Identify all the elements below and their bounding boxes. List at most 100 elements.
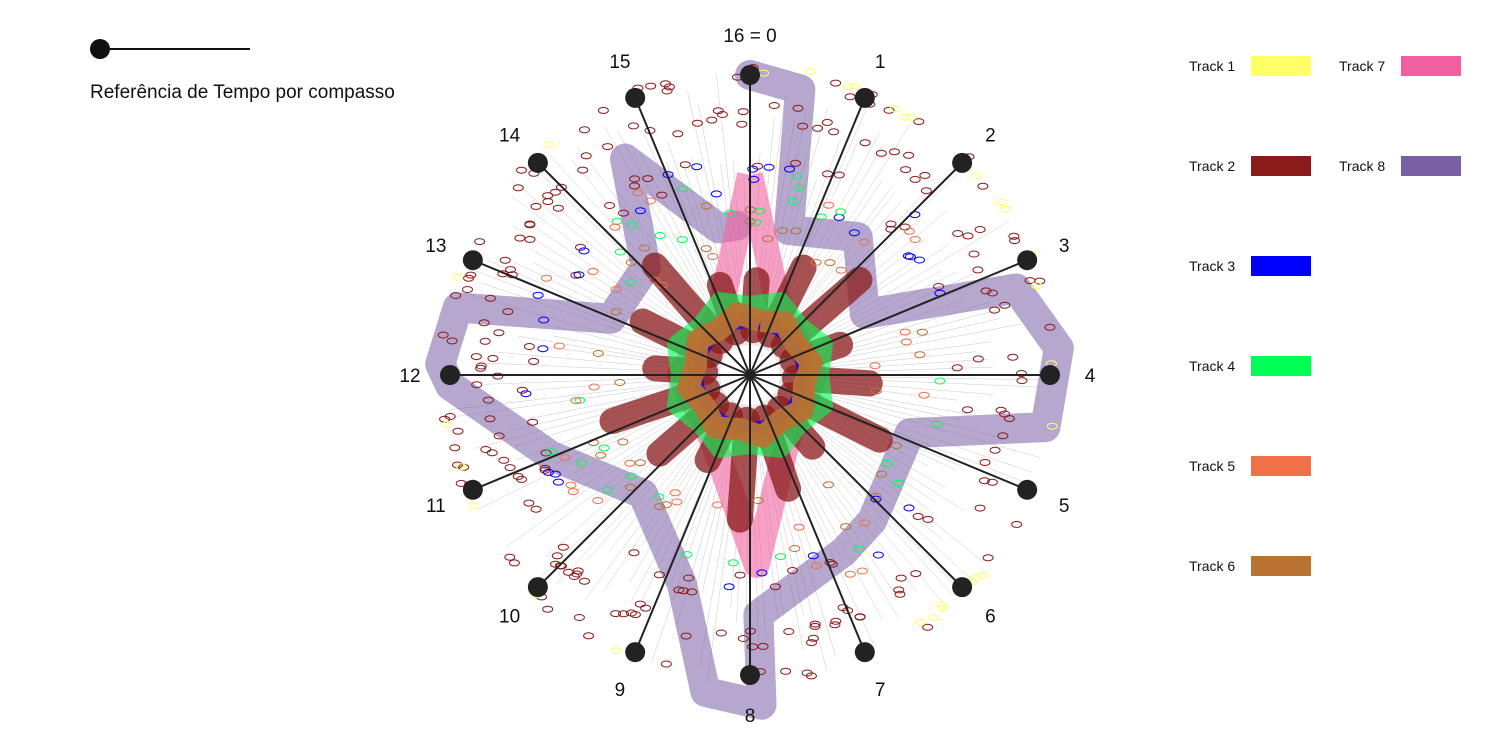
measure-node — [854, 642, 875, 663]
note-marker — [551, 552, 563, 560]
note-marker — [492, 372, 504, 380]
note-marker — [807, 634, 819, 642]
note-marker — [677, 587, 689, 595]
note-marker — [707, 253, 719, 260]
note-marker — [528, 357, 540, 365]
note-marker — [788, 197, 799, 205]
note-marker — [629, 175, 641, 183]
note-marker — [575, 459, 587, 467]
note-marker — [645, 82, 657, 90]
note-marker — [516, 166, 527, 174]
note-marker — [648, 276, 660, 284]
note-marker — [830, 79, 842, 87]
legend-label: Track 5 — [1189, 457, 1236, 474]
note-marker — [724, 209, 736, 217]
note-marker — [706, 116, 718, 124]
note-marker — [1034, 277, 1046, 285]
note-marker — [833, 213, 845, 221]
note-marker — [900, 338, 912, 346]
note-marker — [909, 175, 921, 183]
note-marker — [579, 126, 590, 134]
note-marker — [859, 139, 871, 147]
note-marker — [624, 459, 636, 467]
note-marker — [680, 632, 692, 640]
note-marker — [686, 588, 698, 596]
note-marker — [900, 113, 912, 121]
measure-spoke — [749, 97, 866, 376]
note-marker — [446, 337, 458, 345]
note-marker — [790, 227, 802, 235]
note-marker — [656, 191, 668, 199]
note-marker — [691, 119, 703, 127]
legend-swatch — [1401, 56, 1461, 76]
note-marker — [989, 306, 1000, 314]
note-marker — [502, 308, 514, 316]
note-marker — [986, 478, 998, 486]
note-marker — [776, 227, 788, 234]
note-marker — [673, 586, 685, 594]
measure-label: 10 — [499, 606, 520, 627]
measure-node — [440, 365, 460, 385]
note-marker — [893, 586, 905, 594]
note-marker — [543, 468, 554, 476]
measure-label: 12 — [399, 366, 420, 387]
note-marker — [1031, 282, 1043, 290]
note-marker — [982, 554, 994, 562]
note-marker — [919, 171, 931, 179]
note-marker — [644, 197, 656, 205]
note-marker — [570, 397, 582, 405]
measure-spoke — [472, 259, 751, 376]
note-marker — [823, 481, 834, 489]
note-marker — [789, 545, 801, 552]
note-marker — [750, 218, 762, 226]
measure-node — [854, 87, 875, 108]
legend-label: Track 1 — [1189, 57, 1236, 74]
legend-item: Track 6 — [1189, 555, 1311, 576]
note-marker — [849, 82, 861, 90]
note-marker — [793, 523, 805, 531]
note-marker — [792, 104, 804, 112]
legend-label: Track 6 — [1189, 557, 1236, 574]
note-marker — [504, 553, 516, 561]
note-marker — [474, 238, 486, 246]
note-marker — [787, 567, 799, 574]
note-marker — [987, 289, 998, 297]
note-marker — [628, 122, 639, 130]
note-marker — [1008, 232, 1020, 240]
note-marker — [835, 266, 847, 274]
note-marker — [588, 383, 600, 391]
note-marker — [920, 187, 932, 195]
note-marker — [542, 605, 554, 613]
note-marker — [574, 396, 586, 404]
note-marker — [475, 364, 486, 372]
measure-node — [952, 577, 973, 598]
note-marker — [791, 172, 803, 180]
note-marker — [995, 406, 1007, 414]
note-marker — [437, 331, 449, 339]
note-marker — [505, 266, 516, 274]
note-marker — [524, 220, 536, 228]
track-bands — [425, 60, 1074, 720]
note-marker — [486, 449, 498, 457]
note-marker — [995, 198, 1007, 206]
note-marker — [905, 113, 917, 121]
note-marker — [783, 628, 795, 635]
legend-item: Track 7 — [1339, 55, 1461, 76]
note-marker — [441, 421, 453, 428]
note-marker — [922, 515, 934, 523]
note-marker — [979, 458, 991, 466]
measure-label: 15 — [609, 52, 630, 73]
note-marker — [532, 291, 544, 299]
note-marker — [1011, 520, 1023, 528]
note-marker — [614, 379, 626, 386]
note-marker — [669, 489, 681, 497]
measure-node — [462, 479, 483, 500]
note-marker — [936, 604, 948, 612]
legend-swatch — [1251, 156, 1311, 176]
note-marker — [913, 118, 925, 126]
note-marker — [592, 497, 604, 504]
legend-label: Track 7 — [1339, 57, 1386, 74]
note-marker — [530, 202, 542, 210]
note-marker — [484, 415, 496, 423]
note-marker — [903, 151, 915, 159]
